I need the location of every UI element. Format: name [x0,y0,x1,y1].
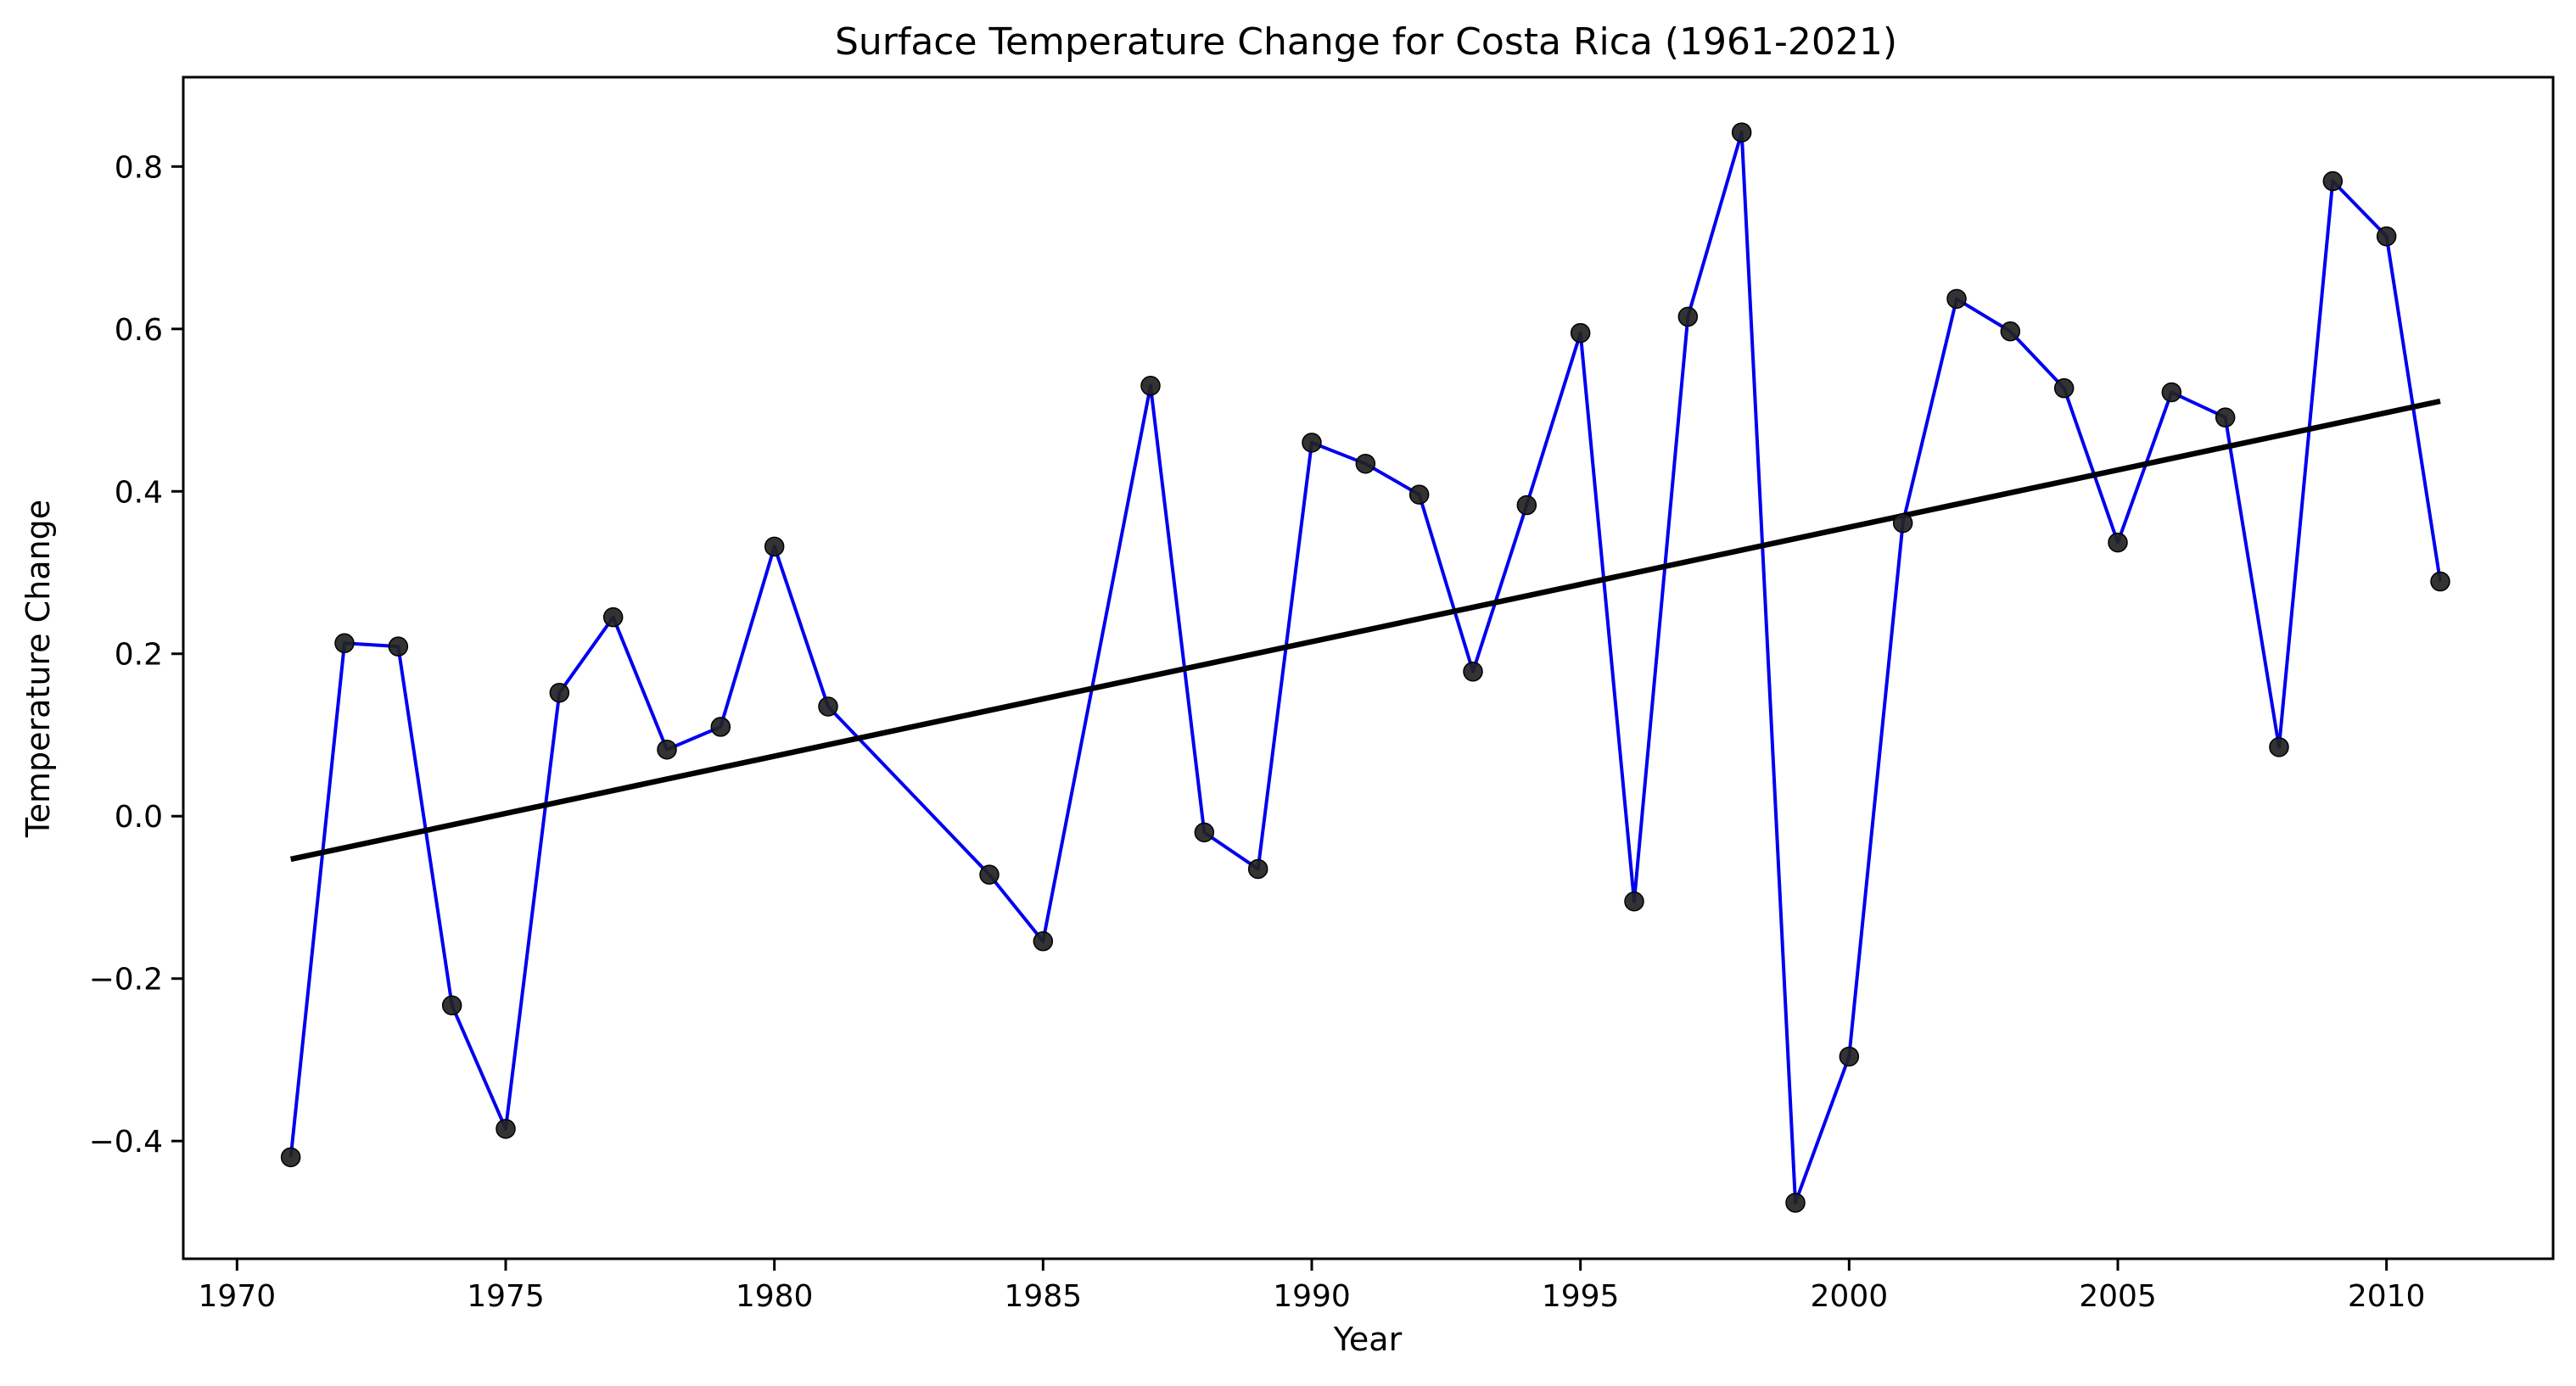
data-point [549,682,570,703]
x-tick-label: 2000 [1811,1279,1889,1314]
series-line [288,131,2442,1204]
chart-title: Surface Temperature Change for Costa Ric… [835,20,1897,64]
data-point [2376,226,2397,247]
x-tick-label: 1985 [1005,1279,1083,1314]
data-point [2322,170,2344,192]
data-point [1839,1046,1860,1067]
y-tick-label: 0.0 [115,800,163,835]
data-point [1677,306,1699,327]
data-point [1624,891,1644,912]
data-point [1570,322,1591,344]
x-tick-label: 1995 [1542,1279,1620,1314]
data-point [602,606,624,628]
data-point [1463,662,1483,682]
data-point [2000,321,2021,342]
data-point [657,739,677,760]
y-tick-label: 0.2 [115,638,163,673]
data-point [764,536,785,557]
y-tick-label: 0.8 [115,150,163,185]
y-tick-label: −0.2 [89,963,163,998]
data-point [1731,122,1752,143]
marker-layer [280,122,2450,1213]
data-point [496,1119,516,1139]
data-point [1033,931,1054,952]
data-point [1355,453,1376,474]
x-tick-label: 1980 [736,1279,814,1314]
data-point [1408,484,1430,505]
x-axis-label: Year [1333,1321,1403,1358]
y-axis-label: Temperature Change [20,500,57,838]
y-tick-label: 0.6 [115,313,163,348]
y-axis: −0.4 −0.2 0.0 0.2 0.4 0.6 0.8 [89,150,183,1160]
data-point [280,1147,301,1168]
data-point [2053,377,2075,399]
x-tick-label: 1975 [467,1279,545,1314]
data-point [1785,1193,1806,1213]
data-point [1247,858,1268,880]
data-point [2108,532,2128,553]
y-tick-label: 0.4 [115,475,163,510]
y-tick-label: −0.4 [89,1125,163,1160]
x-tick-label: 2005 [2079,1279,2157,1314]
data-point [2430,571,2450,592]
data-point [2269,737,2289,757]
plot-frame [182,75,2555,1260]
data-point [710,717,731,737]
trend-layer [289,398,2441,863]
data-point [334,633,355,654]
x-tick-label: 1970 [199,1279,277,1314]
data-point [2161,382,2182,403]
x-axis: 1970 1975 1980 1985 1990 1995 2000 2005 2010 [199,1259,2426,1314]
data-point [441,995,462,1016]
data-point [2215,407,2236,428]
data-point [979,864,1000,885]
x-tick-label: 1990 [1273,1279,1351,1314]
data-point [388,636,409,657]
data-point [1946,288,1967,310]
trend-line [289,398,2441,863]
series-layer [288,131,2442,1204]
data-point [818,696,838,717]
data-point [1194,822,1215,843]
plot-area [182,75,2555,1260]
data-point [1140,376,1161,396]
data-point [1516,495,1537,516]
data-point [1302,433,1322,453]
x-tick-label: 2010 [2348,1279,2426,1314]
data-point [1892,512,1913,534]
